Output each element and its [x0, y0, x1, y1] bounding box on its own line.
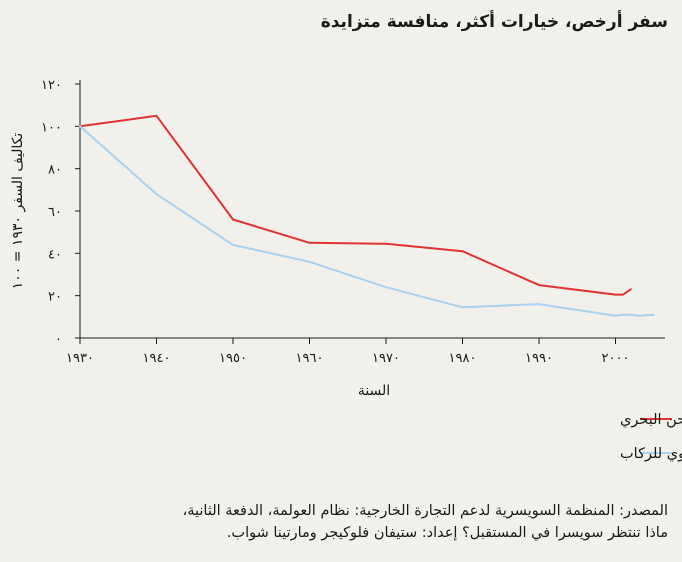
series-line-1 [79, 114, 632, 296]
legend: الشحن البحري السفر الجوي للركاب [620, 412, 682, 462]
x-tick-label: ١٩٦٠ [296, 351, 324, 366]
x-tick-label: ١٩٥٠ [219, 351, 247, 366]
legend-label-1: الشحن البحري [620, 412, 682, 428]
y-tick-label: ١٢٠ [41, 78, 62, 93]
x-axis-label: السنة [358, 383, 390, 399]
y-tick-label: ٤٠ [48, 247, 62, 262]
source-note: المصدر: المنظمة السويسرية لدعم التجارة ا… [8, 500, 668, 544]
axes: ٠ ٢٠ ٤٠ ٦٠ ٨٠ ١٠٠ ١٢٠ ١٩٣٠ ١٩٤٠ ١٩٥٠ ١٩٦٠ ١٩٧٠ ١٩٨٠ ١… [41, 78, 665, 366]
y-axis-label: تكاليف السفر ١٩٣٠ = ١٠٠ [10, 133, 26, 290]
y-tick-label: ٠ [55, 332, 62, 347]
source-line-1: المصدر: المنظمة السويسرية لدعم التجارة ا… [182, 503, 668, 519]
source-line-2: ماذا تنتظر سويسرا في المستقبل؟ إعداد: ست… [226, 525, 668, 541]
chart-title: سفر أرخص، خيارات أكثر، منافسة متزايدة [320, 12, 668, 32]
x-tick-label: ١٩٤٠ [143, 351, 171, 366]
y-tick-label: ١٠٠ [41, 120, 62, 135]
x-tick-label: ١٩٧٠ [372, 351, 400, 366]
y-tick-label: ٨٠ [48, 163, 62, 178]
series-lines [79, 114, 655, 317]
x-tick-label: ١٩٨٠ [449, 351, 477, 366]
series-line-2 [79, 125, 655, 317]
x-tick-label: ١٩٩٠ [525, 351, 553, 366]
x-tick-label: ٢٠٠٠ [602, 351, 630, 366]
y-tick-label: ٦٠ [48, 205, 62, 220]
line-chart: ٠ ٢٠ ٤٠ ٦٠ ٨٠ ١٠٠ ١٢٠ ١٩٣٠ ١٩٤٠ ١٩٥٠ ١٩٦٠ ١٩٧٠ ١٩٨٠ ١… [10, 78, 682, 462]
legend-label-2: السفر الجوي للركاب [620, 446, 682, 462]
y-tick-label: ٢٠ [48, 290, 62, 305]
x-tick-label: ١٩٣٠ [66, 351, 94, 366]
